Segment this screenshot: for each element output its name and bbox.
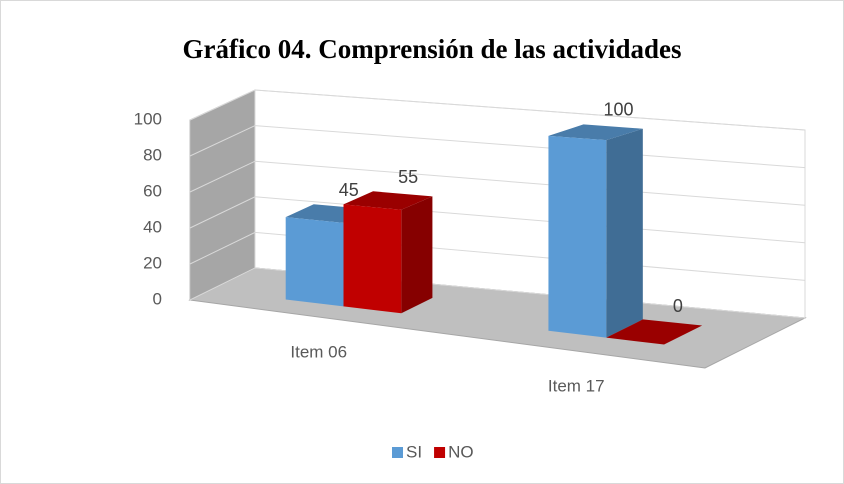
- legend-swatch: [392, 447, 403, 458]
- bar-front: [343, 204, 402, 314]
- bar-top: [548, 124, 643, 141]
- left-wall: [189, 89, 256, 301]
- x-tick-label: Item 17: [548, 376, 605, 395]
- x-tick-label: Item 06: [290, 342, 347, 361]
- chart-title: Gráfico 04. Comprensión de las actividad…: [183, 34, 682, 64]
- y-tick-label: 40: [143, 217, 162, 236]
- bar-side: [606, 128, 643, 338]
- bar-front: [548, 135, 607, 338]
- data-label: 55: [398, 167, 418, 187]
- bar-top: [606, 319, 703, 345]
- y-tick-label: 0: [153, 289, 162, 308]
- data-label: 100: [604, 100, 634, 120]
- legend-label: SI: [406, 442, 422, 461]
- grid-line: [189, 89, 806, 131]
- legend-label: NO: [448, 442, 474, 461]
- legend-swatch: [434, 447, 446, 458]
- bar-front: [285, 217, 344, 307]
- y-tick-label: 60: [143, 181, 162, 200]
- data-label: 45: [339, 180, 359, 200]
- y-tick-label: 20: [143, 253, 162, 272]
- y-tick-label: 80: [143, 145, 162, 164]
- bar-top: [343, 191, 433, 210]
- data-label: 0: [673, 296, 683, 316]
- bar-side: [401, 196, 433, 314]
- y-tick-label: 100: [134, 109, 162, 128]
